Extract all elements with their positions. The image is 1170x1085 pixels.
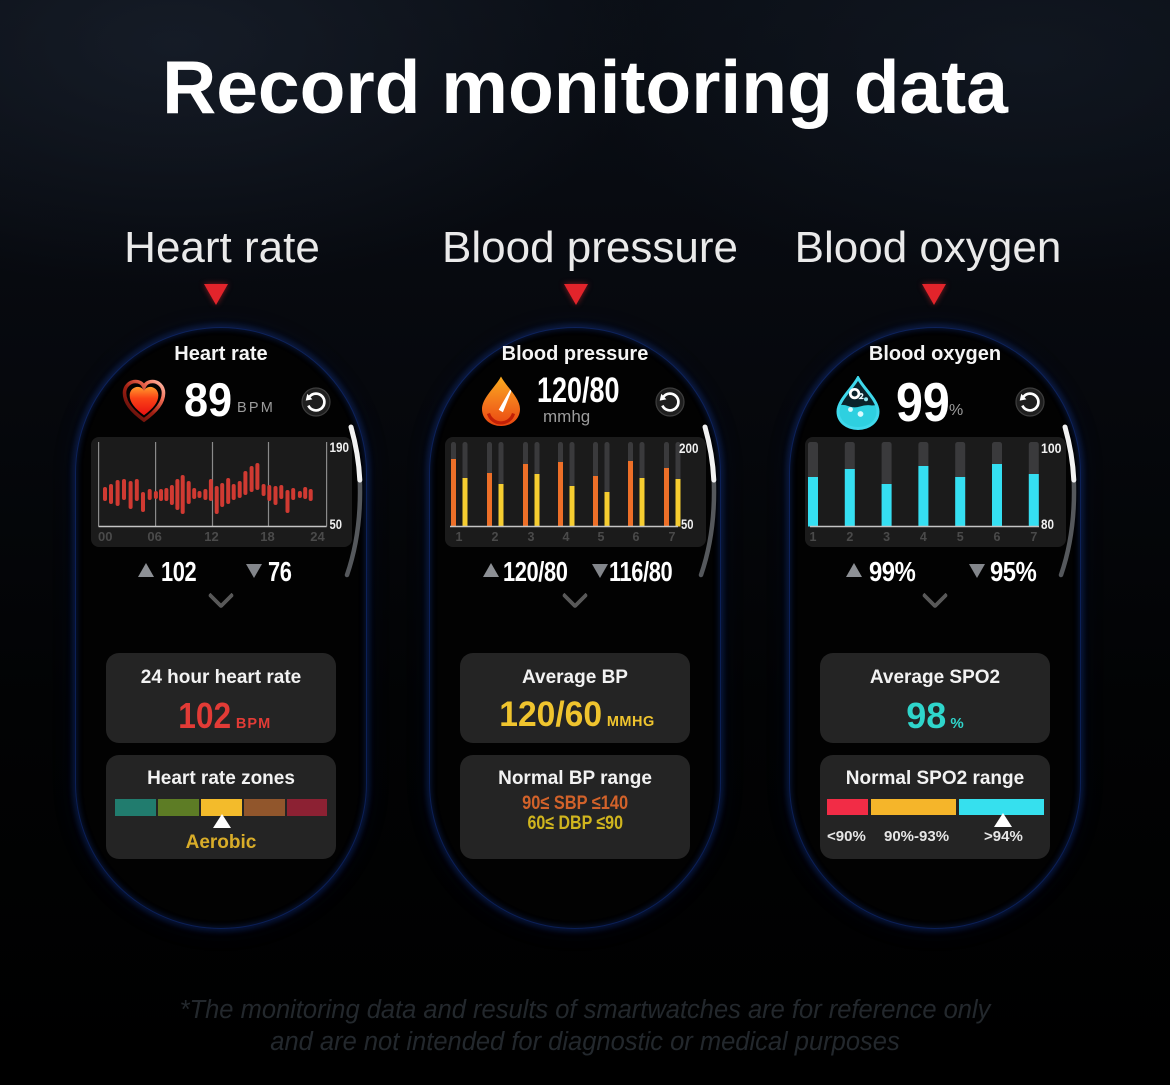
svg-text:7: 7 — [669, 530, 676, 544]
svg-text:7: 7 — [1030, 530, 1037, 544]
svg-text:80: 80 — [1041, 517, 1054, 532]
svg-text:4: 4 — [920, 530, 927, 544]
svg-text:5: 5 — [957, 530, 964, 544]
svg-text:2: 2 — [492, 530, 499, 544]
svg-text:3: 3 — [528, 530, 535, 544]
svg-text:6: 6 — [994, 530, 1001, 544]
svg-text:200: 200 — [679, 441, 699, 456]
svg-text:4: 4 — [563, 530, 570, 544]
svg-text:3: 3 — [883, 530, 890, 544]
svg-text:06: 06 — [147, 529, 161, 544]
svg-text:100: 100 — [1041, 441, 1062, 456]
svg-text:24: 24 — [310, 529, 325, 544]
svg-text:6: 6 — [633, 530, 640, 544]
svg-text:12: 12 — [204, 529, 218, 544]
svg-text:190: 190 — [330, 440, 350, 455]
svg-text:50: 50 — [681, 517, 694, 532]
svg-text:1: 1 — [810, 530, 817, 544]
svg-text:1: 1 — [456, 530, 463, 544]
svg-text:50: 50 — [330, 517, 343, 532]
svg-text:00: 00 — [98, 529, 112, 544]
svg-text:5: 5 — [598, 530, 605, 544]
svg-text:18: 18 — [260, 529, 274, 544]
svg-text:2: 2 — [846, 530, 853, 544]
